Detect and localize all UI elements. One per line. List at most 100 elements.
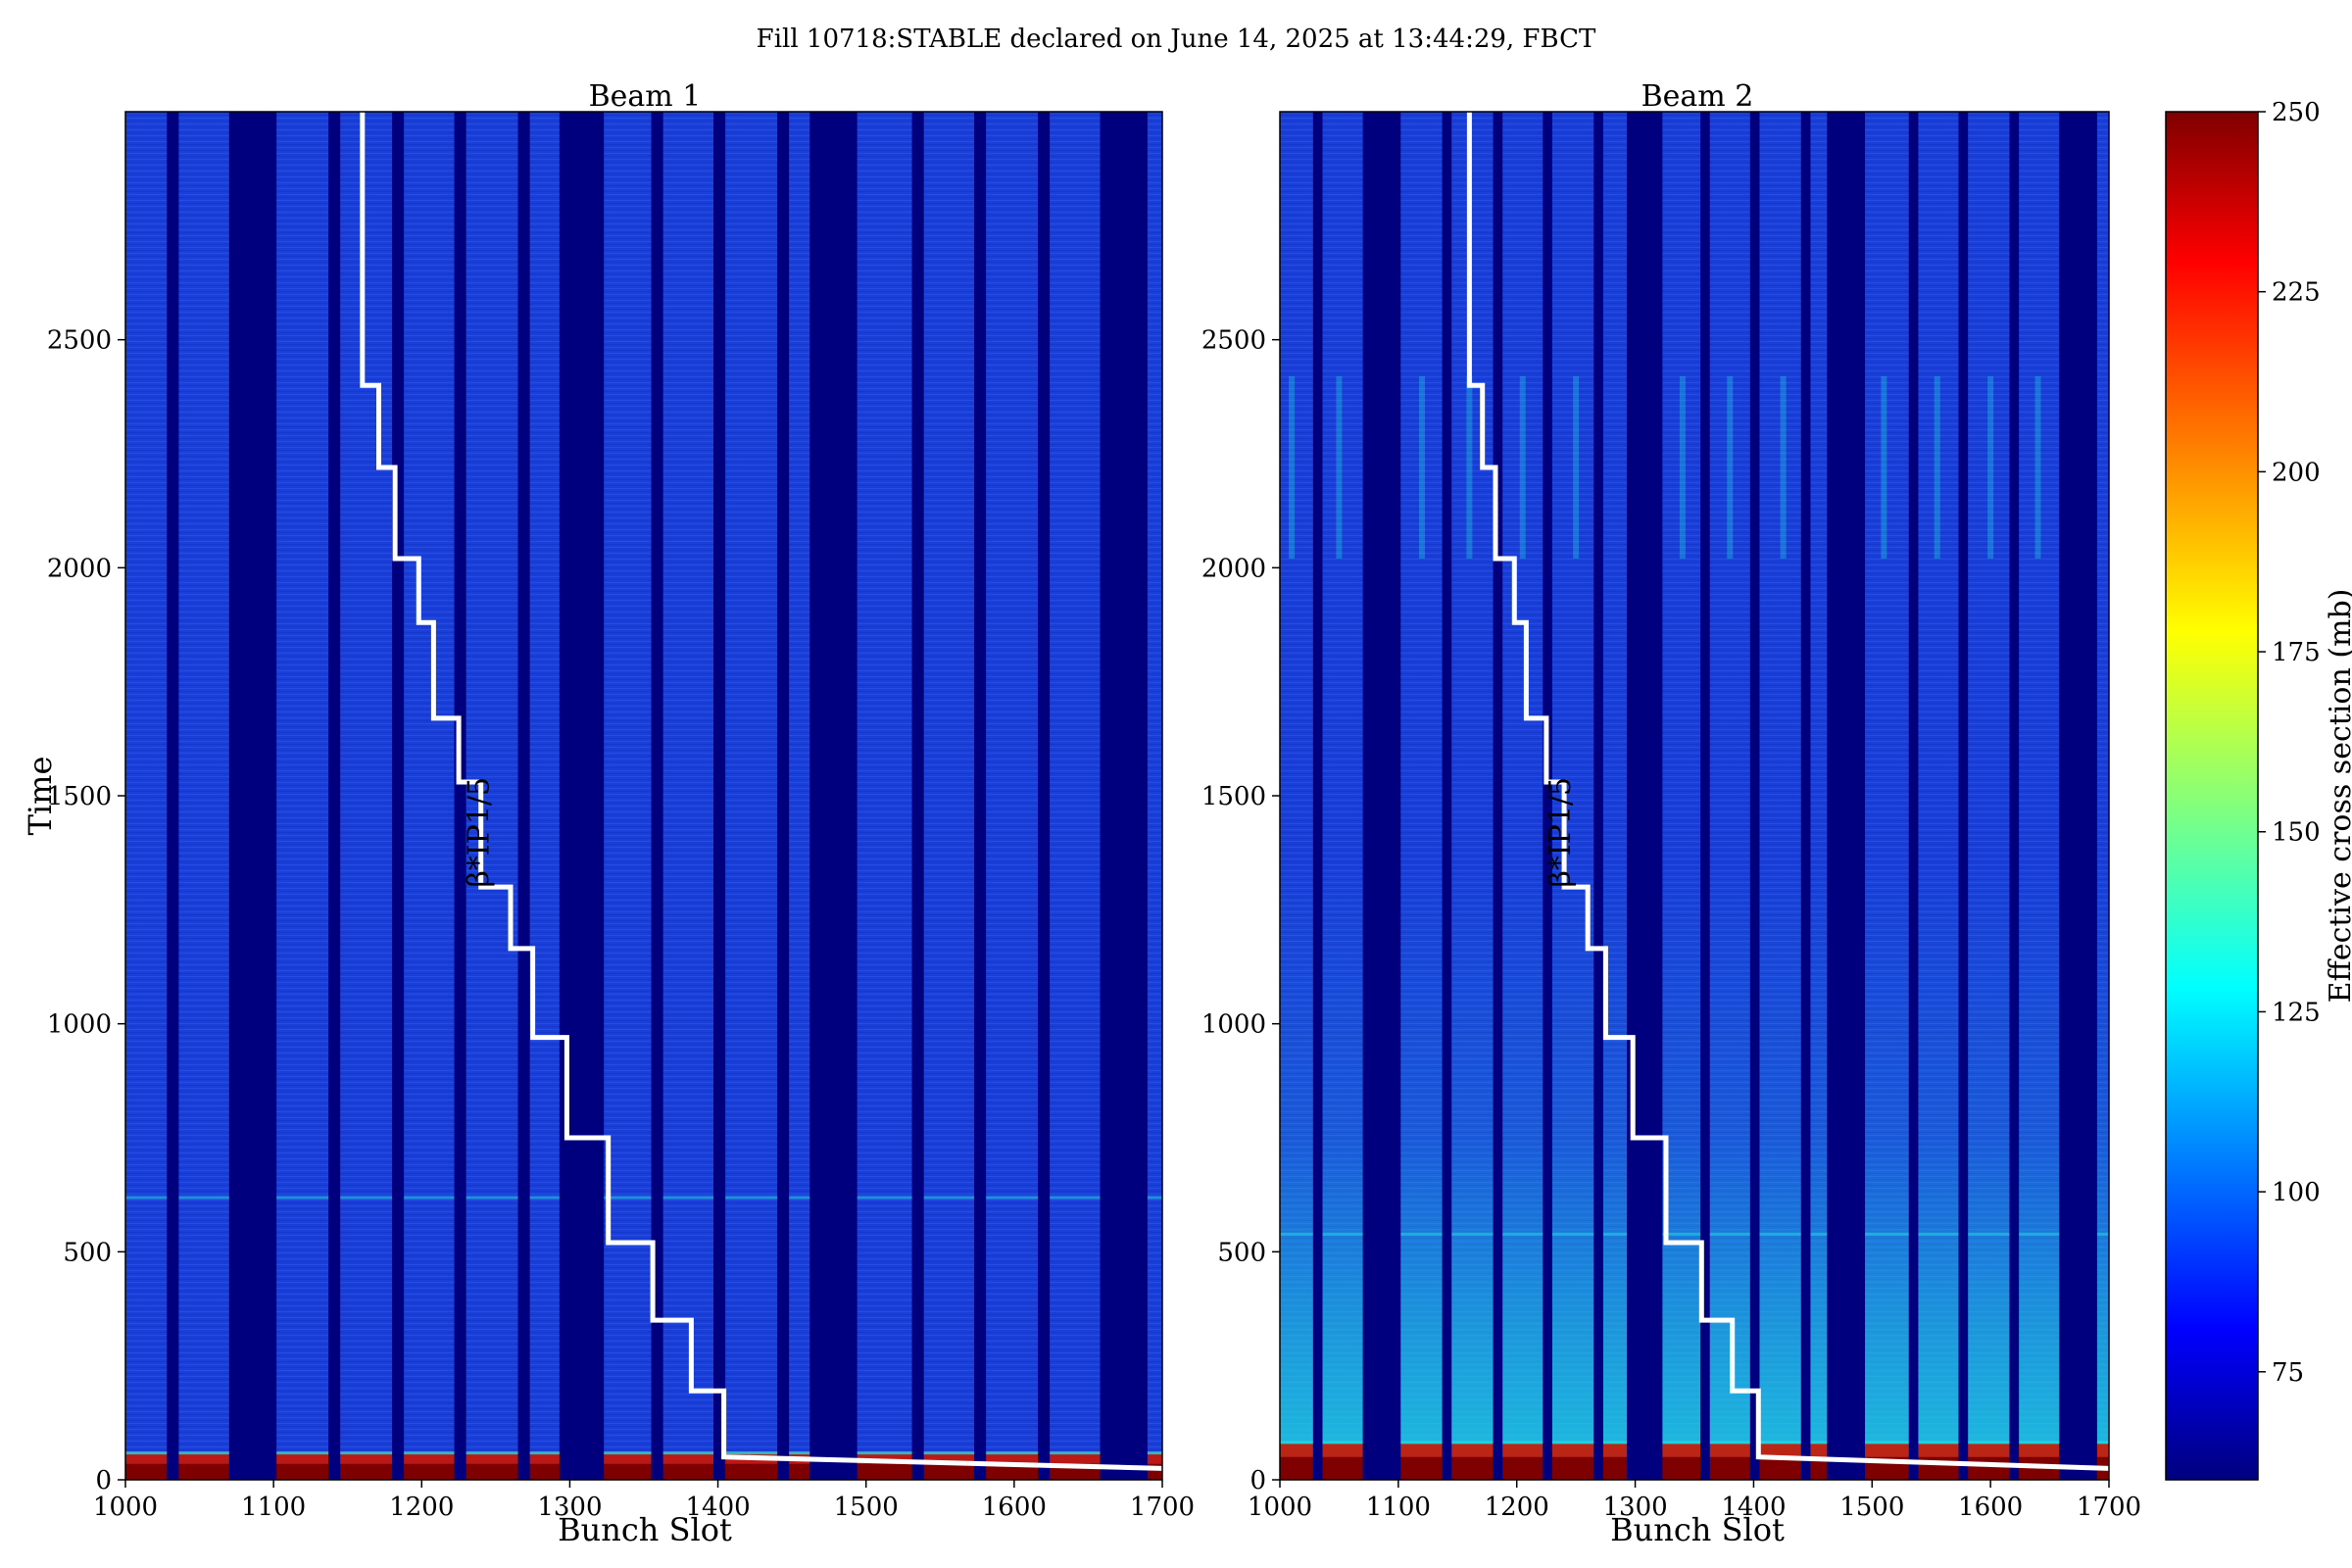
beam-1-y-tick-label: 1500	[47, 782, 112, 811]
beam-2-streak	[1987, 375, 1994, 560]
beam-2-streak	[1780, 375, 1787, 560]
colorbar-tick-label: 75	[2272, 1358, 2304, 1388]
beam-2-streak	[1419, 375, 1426, 560]
beam-2-x-tick-label: 1000	[1248, 1493, 1312, 1522]
beam-2-axes: 1000 1100 1200 1300 1400 1500 1600 1700 0 500 1000…	[1201, 111, 2141, 1522]
beam-2-y-tick-label: 1500	[1201, 782, 1266, 811]
beam-1-bunch-gap	[167, 112, 179, 1480]
beam-2-y-tick-label: 0	[1250, 1466, 1266, 1495]
beam-2-streak	[1289, 375, 1296, 560]
beam-1-y-tick-label: 500	[63, 1238, 112, 1267]
beam-1-y-tick-label: 2000	[47, 554, 112, 583]
beam-2-streak	[1573, 375, 1580, 560]
beam-2-bunch-gap	[1442, 112, 1452, 1480]
colorbar-label: Effective cross section (mb)	[2324, 589, 2352, 1004]
colorbar-gradient	[2165, 111, 2259, 1481]
beam-1-bunch-gap	[559, 112, 605, 1480]
beam-2-bunch-gap	[1362, 112, 1401, 1480]
colorbar-tick-label: 250	[2272, 98, 2321, 127]
beam-1-axes: 1000 1100 1200 1300 1400 1500 1600 1700 0 500 1000…	[47, 111, 1195, 1522]
beam-2-y-tick-label: 2000	[1201, 554, 1266, 583]
beam-2-x-tick-label: 1500	[1839, 1493, 1904, 1522]
beam-2-streak	[1934, 375, 1940, 560]
beam-2-annotation: β*IP1/5	[1544, 777, 1578, 888]
colorbar-tick-label: 100	[2272, 1178, 2321, 1207]
beam-2-x-tick-label: 1300	[1602, 1493, 1667, 1522]
beam-2-bunch-gap	[2059, 112, 2097, 1480]
beam-1-bunch-gap	[777, 112, 790, 1480]
beam-2-streak	[2034, 375, 2041, 560]
beam-2-glitch-line	[1280, 1232, 2109, 1236]
colorbar-tick-label: 200	[2272, 458, 2321, 487]
beam-2-y-tick-label: 2500	[1201, 326, 1266, 356]
beam-2-bunch-gap	[1493, 112, 1503, 1480]
beam-1-x-tick-label: 1200	[389, 1493, 454, 1522]
colorbar: 75 100 125 150 175 200 225 250 Effective cross …	[2165, 98, 2352, 1481]
beam-1-bunch-gap	[713, 112, 726, 1480]
beam-1-x-tick-label: 1100	[241, 1493, 306, 1522]
colorbar-tick-label: 125	[2272, 998, 2321, 1027]
beam-1-band-edge	[125, 1451, 1162, 1455]
beam-1-glitch-line	[125, 1196, 1162, 1200]
beam-2-title: Beam 2	[1642, 79, 1754, 114]
beam-1-bunch-gap	[1100, 112, 1148, 1480]
beam-2-bunch-gap	[1700, 112, 1710, 1480]
beam-2-bunch-gap	[1543, 112, 1552, 1480]
beam-2-beta-staircase	[1466, 112, 2110, 1471]
beam-2-bunch-gap	[1749, 112, 1760, 1480]
beam-1-x-tick-label: 1000	[93, 1493, 158, 1522]
beam-2-streak	[1881, 375, 1887, 560]
beam-1-bunch-gap	[1038, 112, 1051, 1480]
beam-2-hot-band-core	[1280, 1456, 2109, 1480]
beam-1-bunch-gap	[392, 112, 405, 1480]
beam-2-bunch-gap	[1958, 112, 1969, 1480]
beam-2-heatmap: β*IP1/5	[1280, 112, 2110, 1480]
beam-2-streak	[1727, 375, 1734, 560]
beam-1-x-tick-label: 1700	[1130, 1493, 1195, 1522]
beam-1-x-axis-label: Bunch Slot	[558, 1511, 732, 1548]
beam-1-bunch-gap	[911, 112, 924, 1480]
beam-1-bunch-gap	[228, 112, 277, 1480]
beam-1-bunch-gap	[809, 112, 858, 1480]
beam-2-streak	[1336, 375, 1343, 560]
beam-1-bunch-gap	[651, 112, 663, 1480]
beam-2-panel: Beam 2 β*IP1/5 1000 1100 1200 1300 1400 1500 1…	[1201, 79, 2141, 1548]
beam-2-x-tick-label: 1700	[2077, 1493, 2141, 1522]
beam-2-y-tick-label: 1000	[1201, 1010, 1266, 1040]
beam-1-beta-staircase	[360, 112, 1163, 1471]
beam-1-bunch-gap	[454, 112, 466, 1480]
beam-2-bunch-gap	[1908, 112, 1919, 1480]
beam-1-y-tick-label: 1000	[47, 1010, 112, 1040]
beam-2-bunch-gap	[1312, 112, 1323, 1480]
beam-1-y-axis-label: Time	[22, 757, 59, 836]
beam-2-bunch-gap	[1627, 112, 1663, 1480]
beam-1-field-texture	[125, 112, 1162, 1480]
beam-1-panel: Beam 1 β*IP1/5 1000 1100 1200 1300 1400 1500 1…	[22, 79, 1195, 1548]
beam-2-bunch-gap	[1827, 112, 1866, 1480]
beam-2-activity-band	[1280, 112, 2109, 1480]
beam-1-bunch-gap	[517, 112, 530, 1480]
beam-1-heatmap: β*IP1/5	[125, 112, 1163, 1480]
beam-1-bunch-gap	[328, 112, 341, 1480]
beam-1-y-tick-label: 2500	[47, 326, 112, 356]
beam-1-x-tick-label: 1600	[982, 1493, 1047, 1522]
colorbar-tick-label: 225	[2272, 278, 2321, 308]
figure-suptitle: Fill 10718:STABLE declared on June 14, 2…	[757, 24, 1596, 54]
beam-2-x-tick-label: 1100	[1366, 1493, 1431, 1522]
beam-1-title: Beam 1	[589, 79, 702, 114]
colorbar-tick-label: 175	[2272, 638, 2321, 667]
beam-2-streak	[1466, 375, 1473, 560]
beam-2-band-edge	[1280, 1441, 2109, 1445]
beam-1-y-tick-label: 0	[95, 1466, 112, 1495]
beam-2-x-tick-label: 1200	[1485, 1493, 1549, 1522]
beam-2-streak	[1519, 375, 1526, 560]
beam-2-x-tick-label: 1600	[1958, 1493, 2023, 1522]
beam-2-y-tick-label: 500	[1217, 1238, 1266, 1267]
beam-1-x-tick-label: 1400	[685, 1493, 750, 1522]
beam-2-x-axis-label: Bunch Slot	[1610, 1511, 1785, 1548]
beam-2-streak	[1679, 375, 1686, 560]
beam-2-bunch-gap	[1593, 112, 1603, 1480]
beam-2-bunch-gap	[2009, 112, 2020, 1480]
beam-2-x-tick-label: 1400	[1721, 1493, 1786, 1522]
beam-1-x-tick-label: 1500	[834, 1493, 899, 1522]
